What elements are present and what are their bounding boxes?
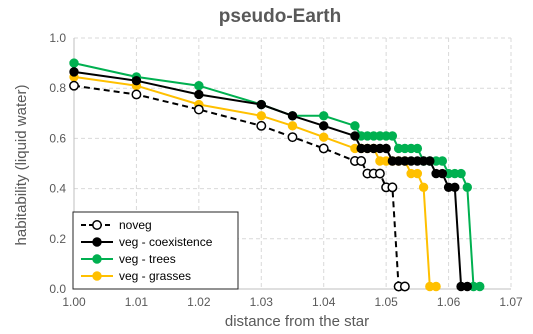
x-tick-label: 1.03 xyxy=(250,295,274,309)
data-point xyxy=(256,120,267,131)
chart-title: pseudo-Earth xyxy=(219,6,341,27)
data-point xyxy=(356,156,367,166)
legend-label: veg - grasses xyxy=(119,269,191,283)
legend-entry: noveg xyxy=(81,218,152,232)
data-point xyxy=(287,132,298,143)
x-tick-label: 1.04 xyxy=(312,295,336,309)
data-point xyxy=(431,281,441,292)
data-point xyxy=(350,121,360,131)
y-axis-label: habitability (liquid water) xyxy=(13,85,30,246)
data-point xyxy=(450,182,460,193)
legend-marker xyxy=(92,237,102,247)
data-point xyxy=(381,143,391,154)
data-point xyxy=(418,182,429,193)
y-tick-label: 0.2 xyxy=(49,232,66,246)
legend-entry: veg - grasses xyxy=(81,269,191,283)
series-veg-coexistence xyxy=(69,67,472,292)
y-tick-label: 1.0 xyxy=(49,31,66,45)
data-point xyxy=(194,89,204,100)
data-point xyxy=(319,111,329,121)
y-tick-label: 0.6 xyxy=(49,131,66,145)
data-point xyxy=(412,143,423,154)
x-tick-label: 1.06 xyxy=(437,295,461,309)
data-point xyxy=(412,168,423,179)
x-axis-label: distance from the star xyxy=(225,313,369,330)
data-point xyxy=(256,99,266,110)
y-tick-label: 0.4 xyxy=(49,182,66,196)
data-point xyxy=(318,143,329,154)
data-point xyxy=(194,80,204,91)
data-point xyxy=(475,281,485,292)
legend-label: veg - coexistence xyxy=(119,235,213,249)
data-point xyxy=(287,121,298,131)
data-point xyxy=(287,111,298,121)
x-tick-label: 1.01 xyxy=(125,295,149,309)
data-point xyxy=(462,281,472,292)
x-tick-labels: 1.00 1.01 1.02 1.03 1.04 1.05 1.06 1.07 xyxy=(62,295,523,309)
data-point xyxy=(319,121,329,131)
data-point xyxy=(374,168,385,179)
y-tick-label: 0.8 xyxy=(49,81,66,95)
data-point xyxy=(319,132,329,142)
series-noveg xyxy=(69,80,410,292)
data-point xyxy=(437,156,448,166)
data-point xyxy=(462,182,472,193)
legend-marker xyxy=(92,271,102,281)
legend-entry: veg - trees xyxy=(81,252,176,266)
x-tick-label: 1.00 xyxy=(62,295,86,309)
data-point xyxy=(131,89,142,100)
data-point xyxy=(131,75,142,86)
legend-marker xyxy=(92,254,102,264)
data-point xyxy=(425,156,435,166)
legend-marker xyxy=(92,220,102,230)
data-point xyxy=(437,168,448,179)
y-tick-label: 0.0 xyxy=(49,282,66,296)
x-tick-label: 1.05 xyxy=(374,295,398,309)
data-point xyxy=(69,80,79,91)
data-point xyxy=(387,182,398,193)
data-point xyxy=(350,131,360,141)
legend-label: noveg xyxy=(119,218,152,232)
data-point xyxy=(69,67,79,77)
series-group xyxy=(69,58,485,292)
data-point xyxy=(256,111,266,121)
data-point xyxy=(69,58,79,68)
legend-entry: veg - coexistence xyxy=(81,235,213,249)
data-point xyxy=(387,131,398,141)
data-point xyxy=(399,281,410,292)
data-point xyxy=(456,168,466,179)
x-tick-label: 1.07 xyxy=(499,295,523,309)
legend: noveg veg - coexistence veg - trees veg - g… xyxy=(72,211,239,290)
x-tick-label: 1.02 xyxy=(187,295,211,309)
data-point xyxy=(193,104,204,115)
y-tick-labels: 0.0 0.2 0.4 0.6 0.8 1.0 xyxy=(49,31,66,296)
legend-label: veg - trees xyxy=(119,252,176,266)
